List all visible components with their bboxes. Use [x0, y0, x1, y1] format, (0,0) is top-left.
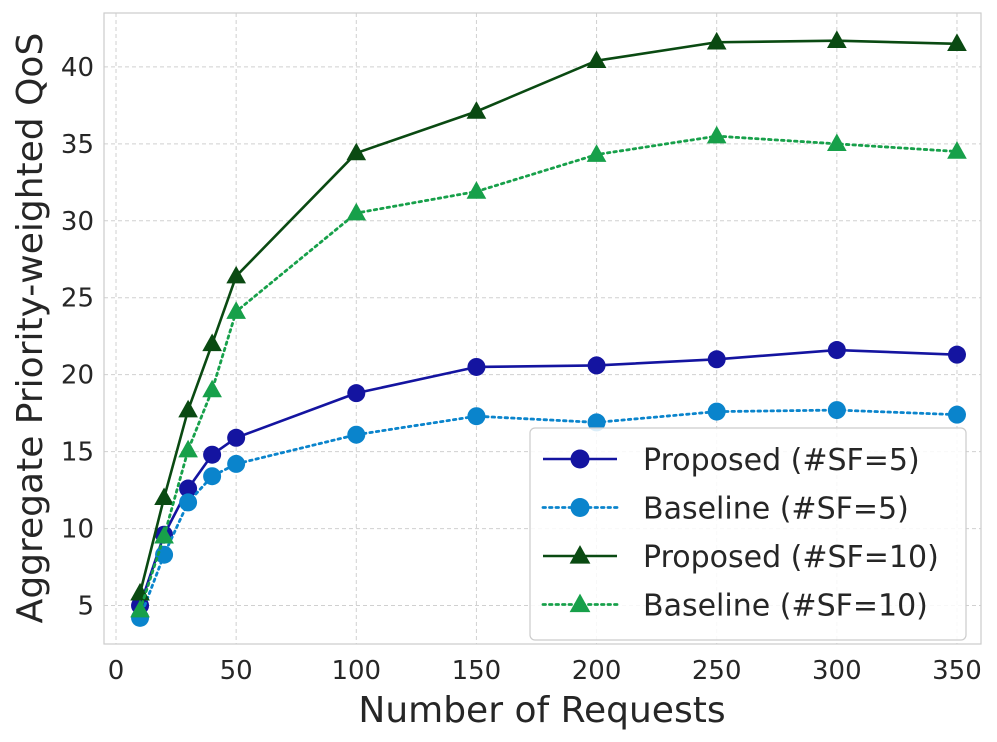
data-point-triangle-marker — [947, 33, 967, 52]
legend-triangle-marker — [569, 593, 591, 613]
legend-label: Baseline (#SF=5) — [643, 492, 909, 527]
y-tick-label: 30 — [61, 207, 94, 237]
y-tick-label: 25 — [61, 284, 94, 314]
legend-box — [529, 427, 967, 641]
data-point-circle-marker — [827, 341, 846, 360]
legend-label: Proposed (#SF=10) — [643, 540, 939, 575]
data-point-triangle-marker — [586, 50, 607, 68]
data-point-circle-marker — [827, 401, 846, 420]
y-axis-label: Aggregate Priority-weighted QoS — [10, 33, 51, 624]
y-tick-label: 20 — [61, 361, 94, 391]
data-point-triangle-marker — [178, 399, 198, 418]
legend-triangle-marker — [569, 545, 591, 564]
y-tick-labels: 5 10 15 20 25 30 35 40 — [61, 53, 94, 622]
y-tick-label: 10 — [61, 515, 94, 545]
data-point-triangle-marker — [202, 379, 222, 398]
data-point-triangle-marker — [154, 525, 174, 544]
plot-frame — [103, 12, 982, 645]
data-point-triangle-marker — [130, 599, 150, 618]
data-point-circle-marker — [179, 493, 198, 512]
series-2 — [131, 401, 966, 627]
x-tick-label: 0 — [108, 656, 125, 686]
x-tick-label: 100 — [331, 656, 381, 686]
data-point-circle-marker — [467, 407, 486, 426]
data-point-circle-marker — [203, 467, 222, 486]
x-tick-label: 200 — [572, 656, 622, 686]
x-tick-labels: 0 50 100 150 200 250 300 350 — [108, 656, 982, 686]
data-point-circle-marker — [227, 428, 246, 447]
data-point-triangle-marker — [226, 301, 246, 319]
x-tick-label: 250 — [692, 656, 742, 686]
data-point-circle-marker — [587, 356, 606, 375]
x-tick-label: 50 — [220, 656, 253, 686]
data-point-triangle-marker — [346, 142, 367, 161]
data-point-triangle-marker — [154, 487, 174, 506]
data-point-circle-marker — [203, 445, 222, 464]
y-tick-label: 5 — [77, 592, 94, 622]
data-point-circle-marker — [947, 405, 966, 424]
legend-label: Baseline (#SF=10) — [643, 589, 928, 624]
data-point-circle-marker — [179, 479, 198, 498]
x-tick-label: 350 — [932, 656, 982, 686]
legend-circle-marker — [570, 449, 590, 469]
y-tick-label: 15 — [61, 438, 94, 468]
x-tick-label: 150 — [452, 656, 502, 686]
data-point-triangle-marker — [466, 101, 487, 119]
x-tick-label: 300 — [812, 656, 862, 686]
data-point-triangle-marker — [586, 144, 607, 162]
data-point-triangle-marker — [178, 439, 198, 458]
data-point-circle-marker — [227, 454, 246, 473]
data-point-triangle-marker — [827, 133, 847, 152]
data-point-triangle-marker — [202, 333, 222, 352]
x-axis-label: Number of Requests — [358, 690, 725, 731]
data-point-triangle-marker — [346, 202, 367, 221]
data-point-circle-marker — [587, 413, 606, 432]
data-point-triangle-marker — [947, 141, 967, 159]
series-3 — [130, 30, 967, 601]
data-point-circle-marker — [947, 345, 966, 364]
data-point-triangle-marker — [706, 125, 727, 144]
data-point-triangle-marker — [226, 265, 246, 284]
data-point-circle-marker — [707, 402, 726, 421]
data-point-triangle-marker — [706, 31, 727, 50]
y-tick-label: 35 — [61, 130, 94, 160]
legend-circle-marker — [570, 498, 590, 517]
data-point-circle-marker — [347, 425, 366, 444]
legend: Proposed (#SF=5) Baseline (#SF=5) Proposed… — [529, 427, 967, 641]
series-group — [130, 30, 967, 627]
data-point-triangle-marker — [466, 181, 487, 199]
data-point-circle-marker — [707, 350, 726, 369]
data-point-circle-marker — [467, 357, 486, 376]
data-point-circle-marker — [155, 545, 174, 564]
y-tick-label: 40 — [61, 53, 94, 83]
data-point-triangle-marker — [827, 30, 847, 48]
data-point-circle-marker — [347, 384, 366, 403]
series-4 — [130, 125, 967, 618]
legend-label: Proposed (#SF=5) — [643, 443, 920, 478]
